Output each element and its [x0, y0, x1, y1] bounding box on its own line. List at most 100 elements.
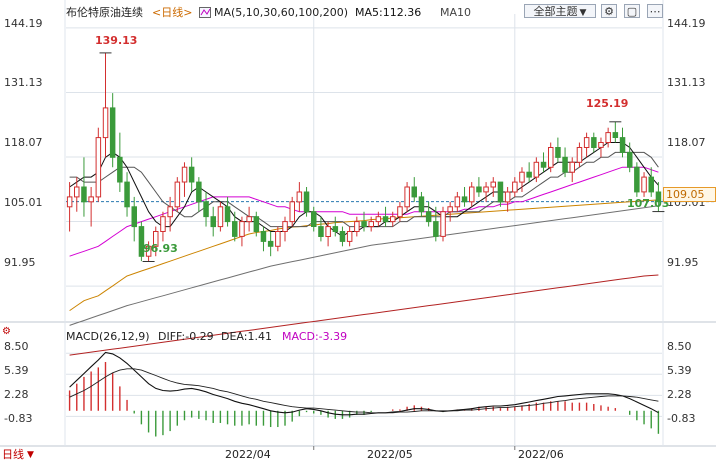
candle-body — [447, 206, 453, 213]
candle-body — [138, 226, 145, 257]
ma100-line — [69, 205, 659, 326]
candle-body — [232, 221, 238, 237]
price-tick-left: 118.07 — [4, 136, 43, 149]
candle-body — [217, 206, 224, 228]
candle-body — [167, 206, 173, 218]
candle-body — [346, 231, 353, 242]
candle-body — [303, 191, 310, 213]
candle-body — [497, 181, 504, 203]
macd-title: MACD(26,12,9) — [66, 330, 150, 343]
candle-body — [512, 181, 518, 193]
macd-tick-right: 8.50 — [667, 340, 692, 353]
price-tick-right: 131.13 — [667, 76, 706, 89]
chevron-down-icon[interactable]: ▼ — [27, 450, 34, 460]
period-button[interactable]: 日线 — [2, 448, 24, 461]
candle-body — [88, 196, 94, 203]
candle-body — [562, 156, 568, 173]
macd-tick-left: 5.39 — [4, 364, 29, 377]
candle-body — [411, 186, 417, 198]
last-low-label: 107.03 — [627, 197, 670, 210]
candle-body — [425, 211, 432, 223]
candle-body — [461, 196, 468, 203]
ma200-line — [69, 274, 659, 356]
candle-body — [612, 132, 619, 139]
gear-icon[interactable]: ⚙ — [601, 4, 617, 18]
candle-body — [289, 201, 295, 223]
candle-body — [469, 186, 475, 203]
ellipsis-icon[interactable]: ⋯ — [647, 4, 663, 18]
candle-body — [275, 231, 281, 247]
macd-tick-right: -0.83 — [667, 412, 696, 425]
candle-body — [605, 132, 611, 144]
price-tick-left: 105.01 — [4, 196, 43, 209]
candle-body — [591, 137, 597, 149]
theme-label: 全部主题 — [533, 5, 578, 18]
candle-body — [203, 201, 209, 218]
candle-body — [418, 196, 425, 213]
candle-body — [368, 221, 374, 228]
price-tick-right: 118.07 — [667, 136, 706, 149]
candle-body — [124, 181, 130, 208]
candle-body — [533, 161, 540, 178]
price-tick-left: 91.95 — [4, 256, 36, 269]
date-label: 2022/05 — [367, 448, 413, 461]
candle-body — [476, 186, 482, 193]
candle-body — [246, 216, 252, 223]
candle-body — [131, 206, 137, 228]
candle-body — [332, 226, 339, 233]
candle-body — [382, 216, 389, 223]
period-label[interactable]: <日线> — [152, 6, 193, 19]
macd-dif: DIFF:-0.29 — [158, 330, 214, 343]
price-tick-left: 131.13 — [4, 76, 43, 89]
candle-body — [375, 216, 382, 223]
candle-body — [109, 107, 116, 158]
dif-line — [69, 351, 659, 416]
candle-body — [483, 186, 489, 193]
macd-dea: DEA:1.41 — [221, 330, 272, 343]
candle-body — [102, 107, 109, 139]
macd-tick-left: 2.28 — [4, 388, 29, 401]
macd-tick-left: -0.83 — [4, 412, 33, 425]
candle-body — [260, 231, 267, 242]
candle-body — [598, 142, 604, 148]
recent-high-label: 125.19 — [586, 97, 629, 110]
candle-body — [433, 221, 439, 237]
price-tick-right: 91.95 — [667, 256, 699, 269]
candlestick-layer — [66, 52, 662, 262]
chevron-down-icon: ▼ — [579, 8, 587, 18]
macd-tick-right: 2.28 — [667, 388, 692, 401]
candle-body — [555, 147, 561, 158]
price-tick-right: 144.19 — [667, 17, 706, 30]
candle-body — [224, 206, 231, 223]
theme-dropdown[interactable]: 全部主题 ▼ — [524, 4, 596, 18]
candle-body — [641, 176, 647, 193]
candle-body — [210, 216, 216, 228]
candle-body — [196, 181, 202, 203]
indicator-icon[interactable] — [199, 7, 211, 18]
candle-body — [540, 161, 547, 168]
price-tick-left: 144.19 — [4, 17, 43, 30]
window-icon[interactable]: ▢ — [624, 4, 640, 18]
candle-body — [160, 216, 166, 232]
candle-body — [66, 196, 73, 208]
candle-body — [253, 216, 260, 232]
ma-params[interactable]: MA(5,10,30,60,100,200) — [214, 6, 349, 19]
candle-body — [634, 166, 640, 193]
gear-icon[interactable]: ⚙ — [2, 326, 11, 337]
date-label: 2022/06 — [518, 448, 564, 461]
candle-body — [81, 186, 87, 203]
instrument-title: 布伦特原油连续 — [66, 6, 143, 19]
date-label: 2022/04 — [225, 448, 271, 461]
candle-body — [576, 147, 583, 163]
ma5-value: MA5:112.36 — [355, 6, 422, 19]
candle-body — [117, 156, 123, 183]
candle-body — [361, 221, 367, 228]
candle-body — [188, 166, 195, 183]
candle-body — [153, 231, 159, 247]
candle-body — [440, 211, 446, 237]
candle-body — [648, 176, 654, 193]
candle-body — [526, 171, 532, 178]
ma10-value: MA10 — [440, 6, 472, 19]
